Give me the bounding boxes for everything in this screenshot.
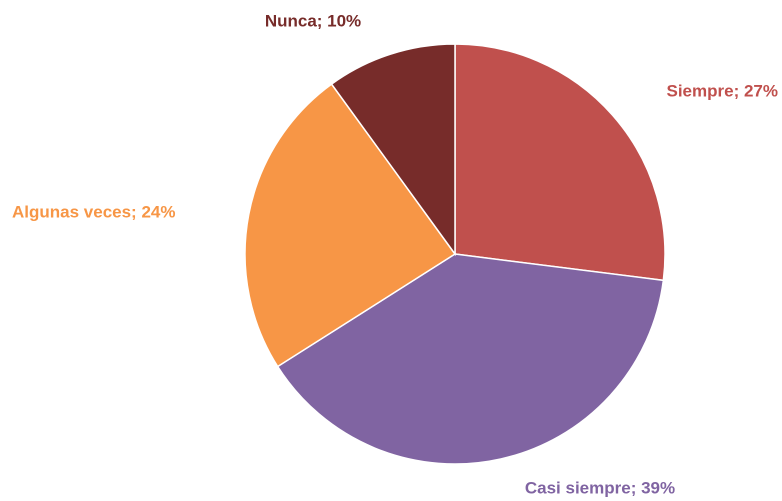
pie-slice bbox=[244, 83, 457, 368]
data-label: Siempre; 27% bbox=[667, 81, 779, 100]
pie-slice bbox=[454, 43, 666, 282]
data-label: Algunas veces; 24% bbox=[12, 202, 175, 221]
pie-slice bbox=[276, 253, 665, 465]
data-label: Nunca; 10% bbox=[265, 11, 361, 30]
data-label: Casi siempre; 39% bbox=[525, 478, 675, 497]
pie-slice bbox=[330, 43, 456, 257]
